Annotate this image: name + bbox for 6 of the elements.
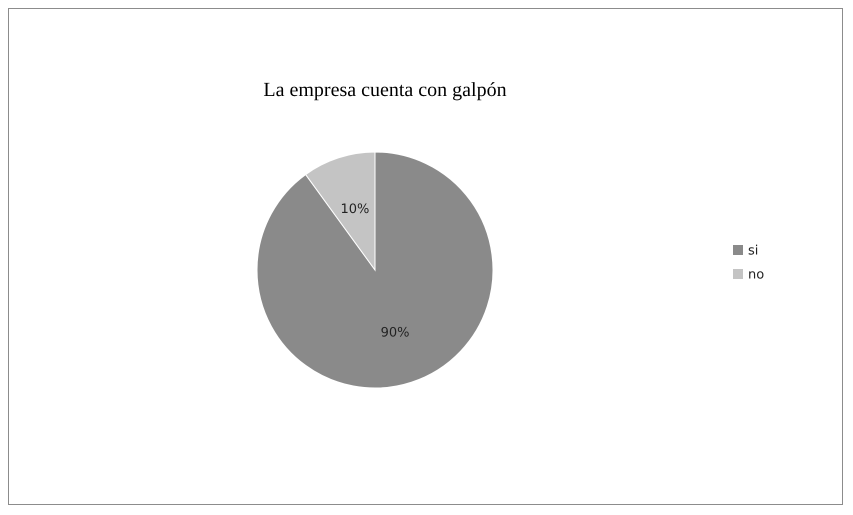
data-label: 90%: [380, 325, 410, 340]
legend-label: si: [748, 244, 758, 259]
legend-label: no: [748, 268, 764, 283]
chart-title: La empresa cuenta con galpón: [263, 79, 507, 101]
data-label: 10%: [340, 202, 370, 217]
pie-slice: [256, 152, 494, 388]
